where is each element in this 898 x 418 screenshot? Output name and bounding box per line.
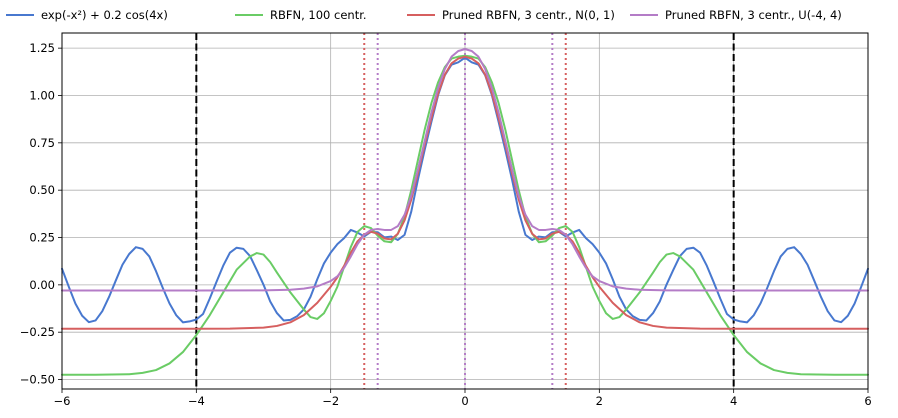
y-axis: −0.50 −0.25 0.00 0.25 0.50 0.75 1.00 1.25 [20, 41, 62, 387]
series-line-4 [61, 48, 869, 292]
x-axis: −6 −4 −2 0 2 4 6 [54, 389, 872, 408]
y-tick-label: 0.25 [29, 231, 55, 245]
legend-label: Pruned RBFN, 3 centr., U(-4, 4) [665, 8, 842, 22]
y-tick-label: 1.00 [29, 88, 55, 102]
y-tick-label: −0.50 [20, 373, 55, 387]
y-tick-label: 0.50 [29, 183, 55, 197]
x-tick-label: 0 [461, 394, 468, 408]
y-tick-label: 1.25 [29, 41, 55, 55]
legend-label: Pruned RBFN, 3 centr., N(0, 1) [442, 8, 615, 22]
y-tick-label: 0.00 [29, 278, 55, 292]
x-tick-label: −2 [322, 394, 339, 408]
legend: exp(-x²) + 0.2 cos(4x) RBFN, 100 centr. Pr… [6, 8, 842, 22]
legend-label: exp(-x²) + 0.2 cos(4x) [41, 8, 168, 22]
series-lines [61, 48, 869, 376]
x-tick-label: 2 [596, 394, 603, 408]
x-tick-label: 4 [730, 394, 737, 408]
y-tick-label: 0.75 [29, 136, 55, 150]
y-tick-label: −0.25 [20, 325, 55, 339]
x-tick-label: −6 [54, 394, 71, 408]
x-tick-label: 6 [864, 394, 871, 408]
x-tick-label: −4 [188, 394, 205, 408]
legend-label: RBFN, 100 centr. [270, 8, 367, 22]
